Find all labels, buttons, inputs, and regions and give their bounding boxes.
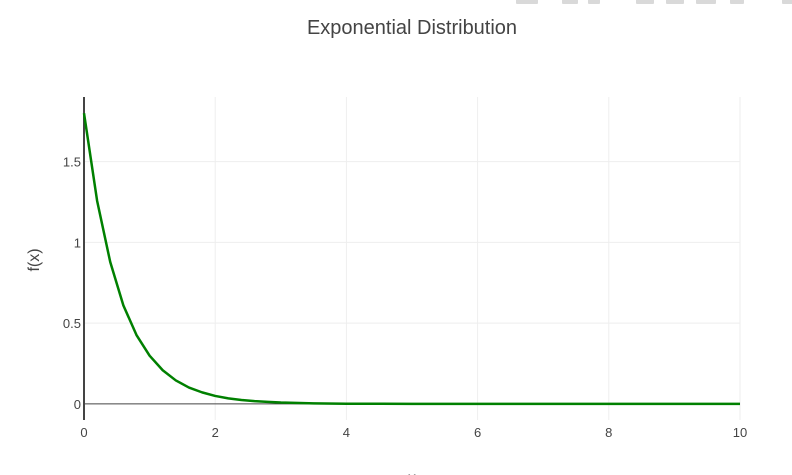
pan-icon[interactable] — [588, 0, 600, 4]
zoom-out-icon[interactable] — [666, 0, 684, 4]
y-tick-labels: 0 0.5 1 1.5 — [63, 155, 81, 412]
x-axis-title: x — [408, 470, 416, 475]
y-tick-label: 0.5 — [63, 316, 81, 331]
x-tick-label: 4 — [343, 425, 350, 440]
y-tick-label: 0 — [74, 397, 81, 412]
chart-title: Exponential Distribution — [306, 17, 518, 39]
x-tick-label: 2 — [212, 425, 219, 440]
plotly-logo-icon[interactable] — [782, 0, 792, 4]
y-tick-label: 1 — [74, 235, 81, 250]
reset-axes-icon[interactable] — [730, 0, 744, 4]
y-tick-label: 1.5 — [63, 155, 81, 170]
x-tick-label: 8 — [605, 425, 612, 440]
x-tick-label: 10 — [733, 425, 747, 440]
grid-lines — [84, 97, 741, 420]
series-layer — [82, 112, 740, 406]
zoom-in-icon[interactable] — [636, 0, 654, 4]
camera-icon[interactable] — [516, 0, 538, 4]
x-tick-labels: 0 2 4 6 8 10 — [80, 425, 747, 440]
x-tick-label: 0 — [80, 425, 87, 440]
x-tick-label: 6 — [474, 425, 481, 440]
zoom-icon[interactable] — [562, 0, 578, 4]
modebar[interactable] — [432, 0, 792, 6]
y-axis-title: f(x) — [26, 248, 43, 271]
series-line — [82, 112, 740, 406]
autoscale-icon[interactable] — [696, 0, 716, 4]
